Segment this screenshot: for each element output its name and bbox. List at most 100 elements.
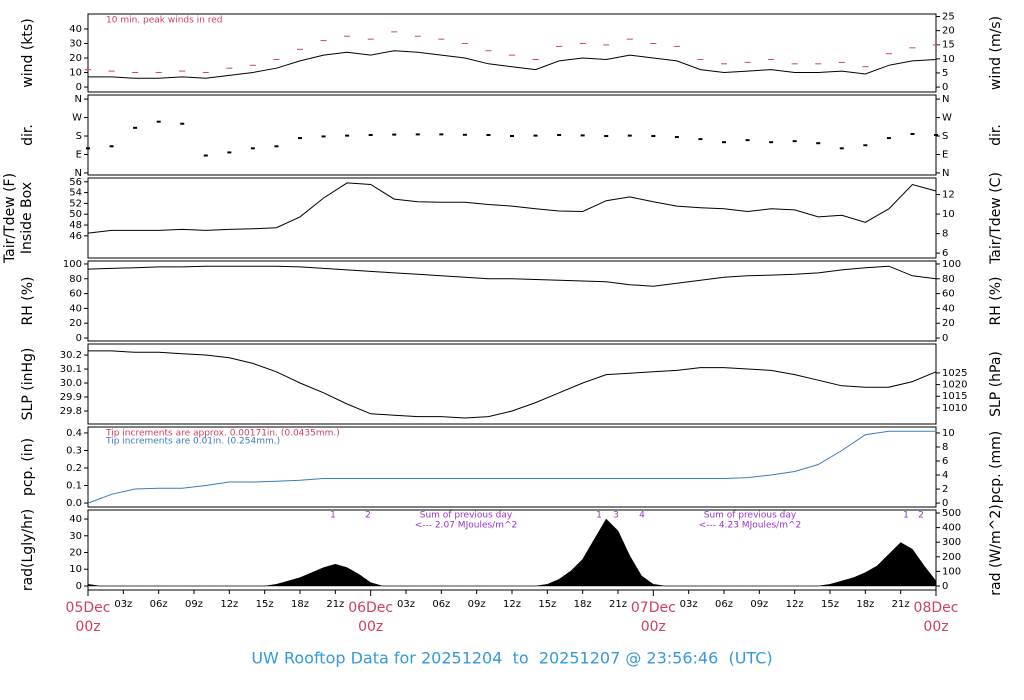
x-tick-label: 12z xyxy=(503,599,521,610)
day-tick-hour: 00z xyxy=(358,619,383,635)
dir-point xyxy=(227,151,232,154)
dir-point xyxy=(274,145,279,148)
y-axis-label: wind (kts) xyxy=(20,18,36,87)
dir-point xyxy=(910,132,915,135)
y-tick-label: S xyxy=(76,131,82,142)
dir-point xyxy=(839,147,844,150)
y2-tick-label: 60 xyxy=(942,289,955,300)
x-tick-label: 18z xyxy=(856,599,874,610)
y2-tick-label: 10 xyxy=(942,54,955,65)
y-tick-label: W xyxy=(72,113,82,124)
y-axis-label: pcp. (in) xyxy=(20,438,36,496)
y2-axis-label: dir. xyxy=(988,124,1004,146)
dir-point xyxy=(580,134,585,137)
dir-point xyxy=(934,134,938,136)
y-tick-label: 0.2 xyxy=(66,463,82,474)
chart-title: UW Rooftop Data for 20251204 to 20251207… xyxy=(251,649,772,668)
y2-tick-label: 20 xyxy=(942,318,955,329)
y-tick-label: 0.4 xyxy=(66,428,82,439)
series-line xyxy=(87,182,937,234)
y2-axis-label: rad (W/m^2) xyxy=(988,504,1004,595)
hour-marker: 2 xyxy=(918,511,924,521)
annotation: 10 min. peak winds in red xyxy=(106,16,223,26)
y2-tick-label: 2 xyxy=(942,484,948,495)
y2-tick-label: 300 xyxy=(942,537,961,548)
y-tick-label: 0 xyxy=(76,581,82,592)
dir-point xyxy=(109,145,114,148)
x-tick-label: 06z xyxy=(715,599,733,610)
y2-tick-label: W xyxy=(942,113,952,124)
dir-point xyxy=(86,147,90,150)
dir-point xyxy=(439,133,444,136)
hour-marker: 4 xyxy=(639,511,645,521)
y-tick-label: 100 xyxy=(63,259,82,270)
y-tick-label: 0.1 xyxy=(66,481,82,492)
y2-tick-label: 0 xyxy=(942,333,948,344)
y2-axis-label: Tair/Tdew (C) xyxy=(988,172,1004,265)
dir-point xyxy=(415,133,420,136)
dir-point xyxy=(510,135,514,138)
dir-point xyxy=(651,135,656,138)
y-tick-label: 30 xyxy=(69,531,82,542)
y-tick-label: N xyxy=(75,94,82,105)
day-tick-hour: 00z xyxy=(75,619,100,635)
y-tick-label: 40 xyxy=(69,303,82,314)
hour-marker: 3 xyxy=(613,511,619,521)
y2-tick-label: 100 xyxy=(942,259,961,270)
x-tick-label: 03z xyxy=(114,599,132,610)
y2-tick-label: 1020 xyxy=(942,380,967,391)
day-tick-label: 06Dec xyxy=(348,600,393,616)
y-tick-label: 50 xyxy=(69,209,82,220)
y2-tick-label: 1025 xyxy=(942,368,967,379)
dir-point xyxy=(792,140,797,143)
y-axis-label: Inside Box xyxy=(19,182,35,254)
daily-sum-note: Sum of previous day xyxy=(420,511,513,521)
y2-tick-label: 1015 xyxy=(942,391,967,402)
y2-tick-label: 12 xyxy=(942,190,955,201)
day-tick-hour: 00z xyxy=(641,619,666,635)
dir-point xyxy=(627,134,632,137)
y-tick-label: 80 xyxy=(69,274,82,285)
y2-axis-label: SLP (hPa) xyxy=(988,351,1004,417)
daily-sum-note: Sum of previous day xyxy=(704,511,797,521)
y-tick-label: 56 xyxy=(69,177,82,188)
x-tick-label: 18z xyxy=(291,599,309,610)
y2-tick-label: 0 xyxy=(942,581,948,592)
x-tick-label: 21z xyxy=(326,599,344,610)
dir-point xyxy=(345,134,350,137)
y2-tick-label: 4 xyxy=(942,470,948,481)
day-tick-hour: 00z xyxy=(923,619,948,635)
y-tick-label: 30.1 xyxy=(60,364,82,375)
dir-point xyxy=(392,133,397,136)
y-tick-label: 52 xyxy=(69,198,82,209)
y-tick-label: 10 xyxy=(69,68,82,79)
x-tick-label: 09z xyxy=(750,599,768,610)
y-tick-label: 20 xyxy=(69,318,82,329)
series-line xyxy=(88,50,937,79)
panel-frame xyxy=(87,94,937,176)
dir-point xyxy=(722,141,726,144)
dir-point xyxy=(368,134,373,136)
panel-frame xyxy=(87,177,937,259)
dir-point xyxy=(745,139,750,142)
panel-frame xyxy=(87,13,937,93)
y-tick-label: 10 xyxy=(69,564,82,575)
dir-point xyxy=(557,134,562,136)
dir-point xyxy=(156,120,161,123)
y-tick-label: 20 xyxy=(69,53,82,64)
panel-frame xyxy=(87,343,937,425)
daily-sum-note: <--- 4.23 MJoules/m^2 xyxy=(699,521,801,531)
y-tick-label: 30.0 xyxy=(60,378,82,389)
y2-tick-label: 0 xyxy=(942,498,948,509)
x-tick-label: 03z xyxy=(680,599,698,610)
x-tick-label: 15z xyxy=(256,599,274,610)
x-tick-label: 06z xyxy=(432,599,450,610)
dir-point xyxy=(486,134,491,136)
x-tick-label: 12z xyxy=(786,599,804,610)
radiation-area xyxy=(87,518,937,587)
dir-point xyxy=(533,134,538,137)
annotation: Tip increments are approx. 0.00171in. (0… xyxy=(105,429,340,439)
hour-marker: 1 xyxy=(596,511,602,521)
y2-axis-label: RH (%) xyxy=(988,277,1004,326)
